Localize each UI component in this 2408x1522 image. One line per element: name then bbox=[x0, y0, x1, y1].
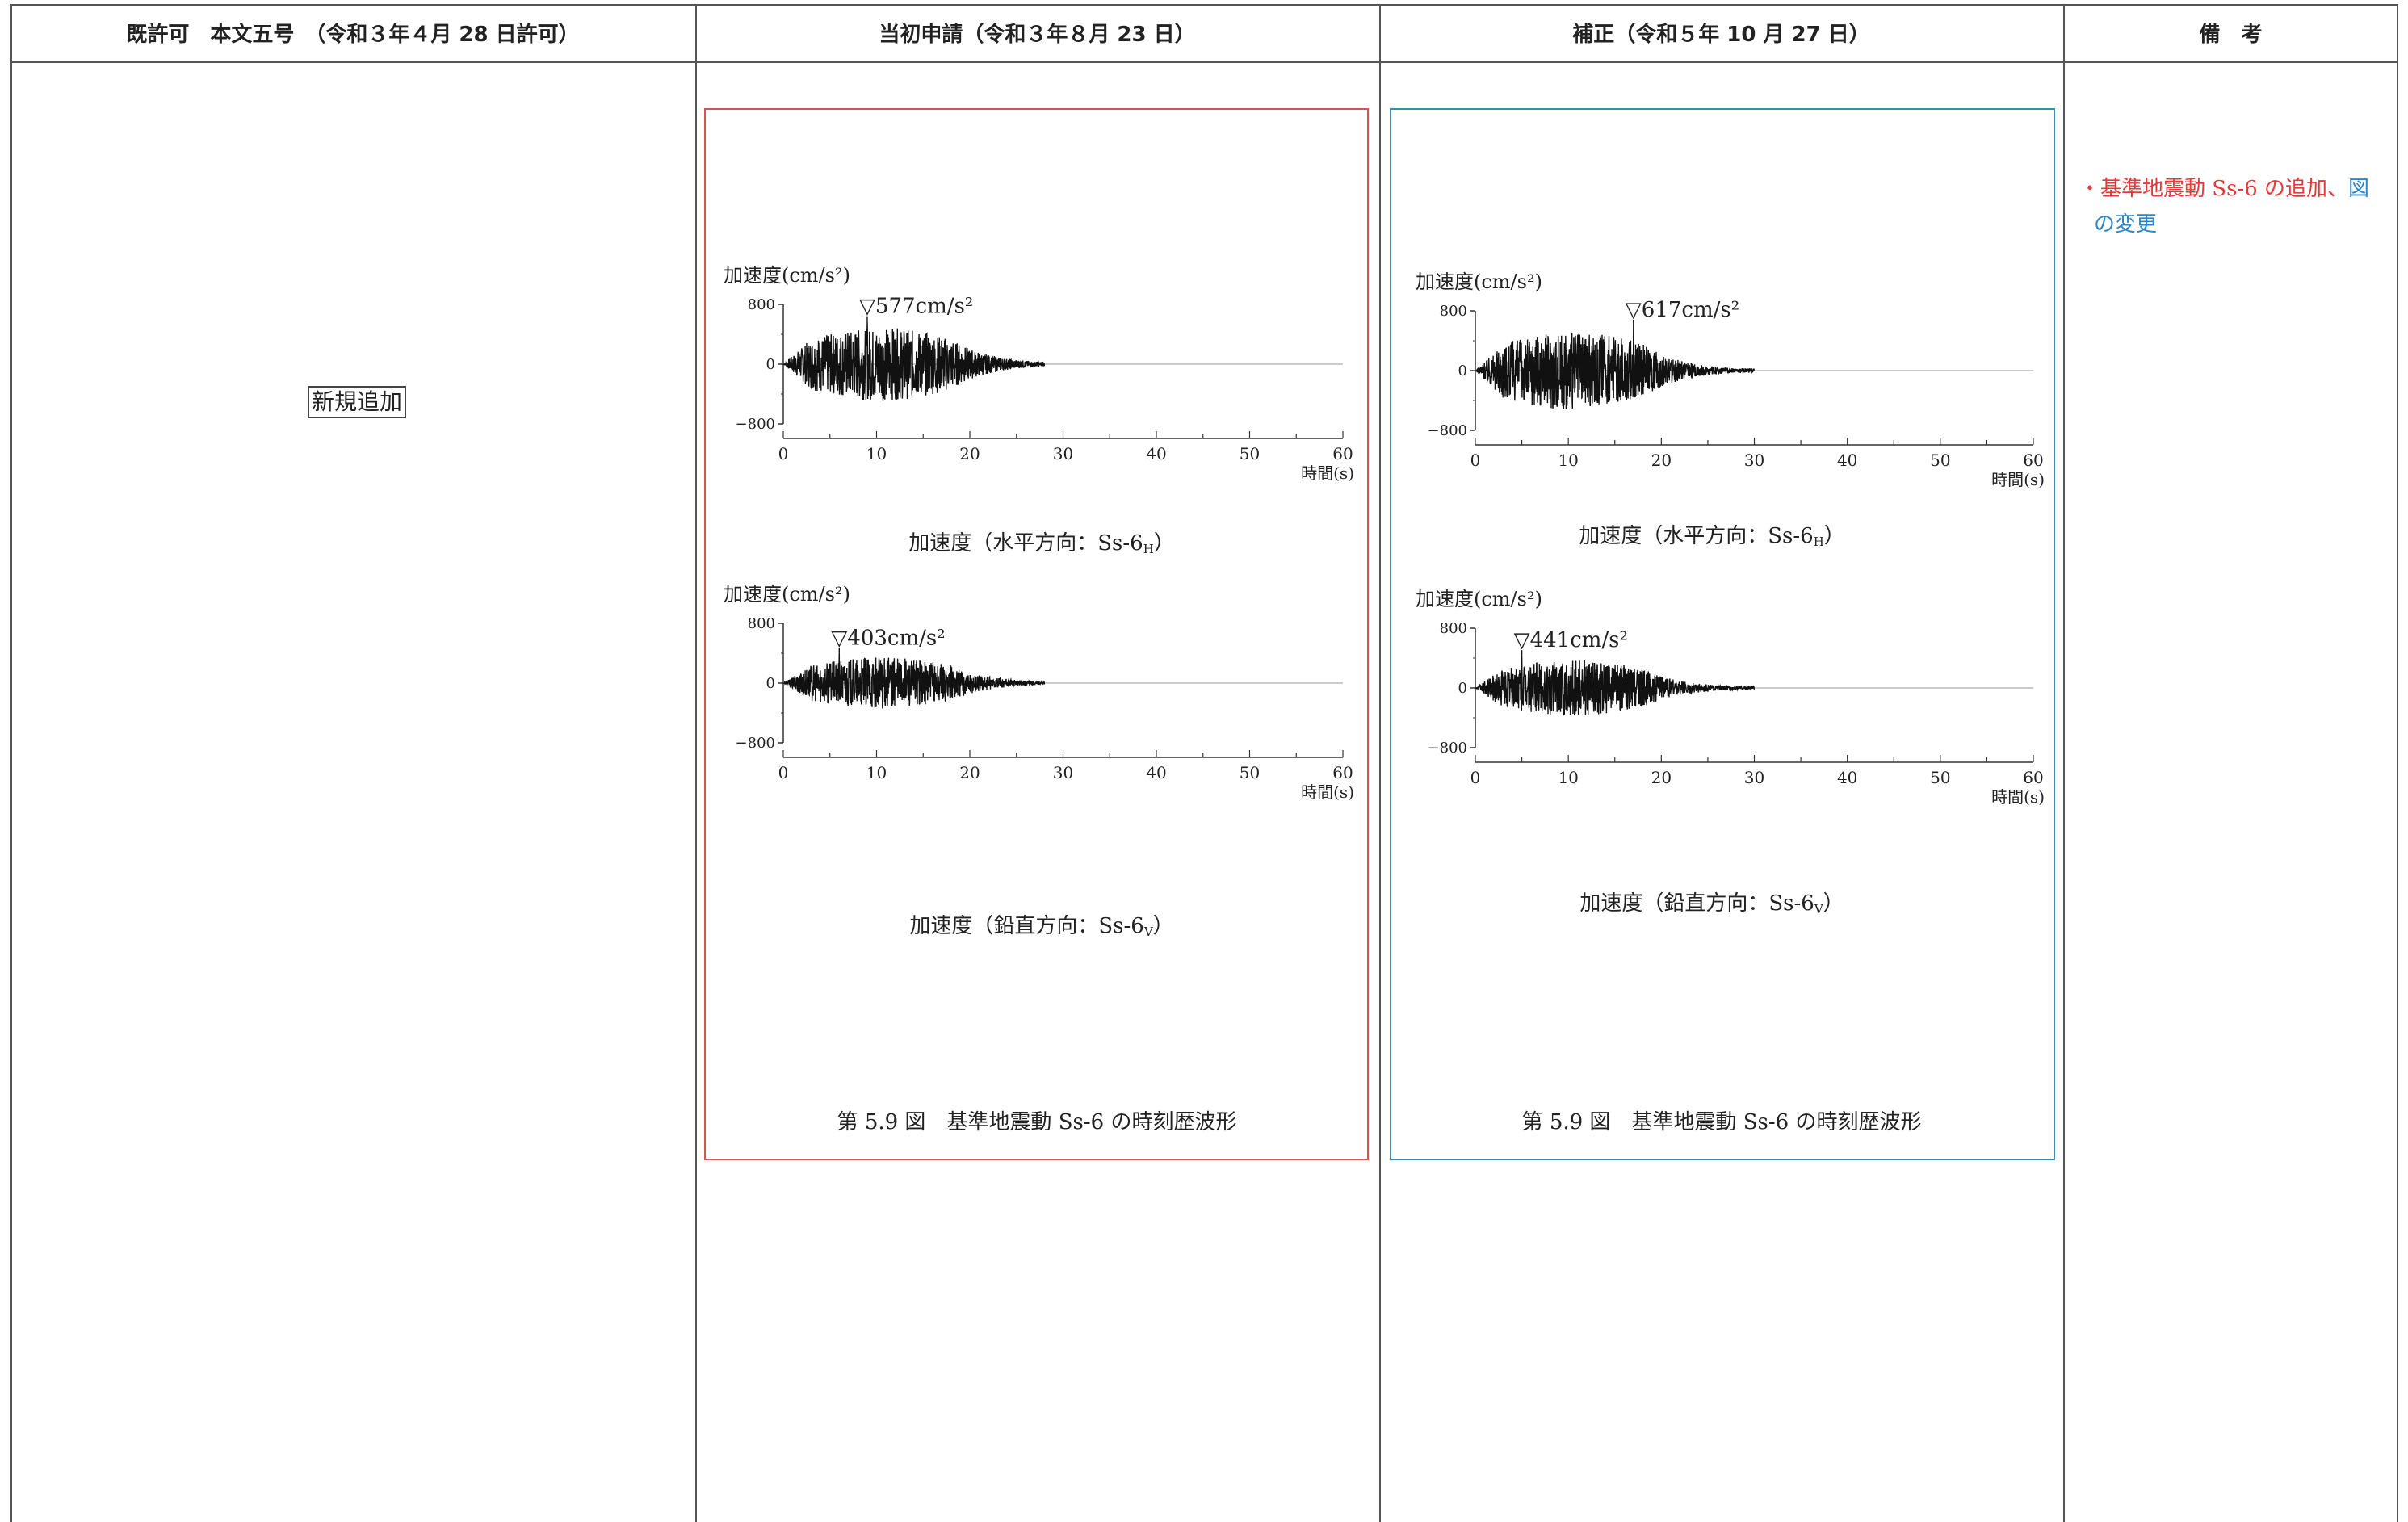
amended-vertical-caption-sub: V bbox=[1814, 902, 1823, 916]
initial-figure-panel bbox=[704, 108, 1369, 1160]
x-tick-label: 60 bbox=[2023, 768, 2043, 787]
amended-figure-panel bbox=[1390, 108, 2055, 1160]
y-tick-label: −800 bbox=[736, 416, 775, 433]
x-tick-label: 40 bbox=[1837, 768, 1857, 787]
y-tick-label: −800 bbox=[1428, 422, 1467, 439]
x-tick-label: 40 bbox=[1146, 444, 1166, 463]
remark-bullet: ・ bbox=[2079, 177, 2101, 201]
x-tick-label: 30 bbox=[1053, 763, 1073, 782]
amended-horizontal-caption-text: 加速度（水平方向：Ss-6 bbox=[1579, 524, 1814, 548]
x-tick-label: 10 bbox=[1558, 768, 1578, 787]
peak-label: ▽617cm/s² bbox=[1626, 298, 1739, 322]
y-tick-label: 0 bbox=[1458, 680, 1467, 697]
x-tick-label: 40 bbox=[1146, 763, 1166, 782]
header-remarks: 備 考 bbox=[2199, 23, 2263, 47]
x-tick-label: 0 bbox=[1470, 451, 1481, 470]
x-tick-label: 20 bbox=[1651, 768, 1672, 787]
initial-figure-title: 第 5.9 図 基準地震動 Ss-6 の時刻歴波形 bbox=[837, 1110, 1237, 1134]
x-tick-label: 50 bbox=[1930, 451, 1950, 470]
amended-vertical-caption-text: 加速度（鉛直方向：Ss-6 bbox=[1579, 891, 1814, 916]
column-divider-1 bbox=[695, 4, 697, 1522]
amended-vertical-caption-close: ） bbox=[1823, 891, 1844, 916]
amended-figure-title: 第 5.9 図 基準地震動 Ss-6 の時刻歴波形 bbox=[1521, 1110, 1922, 1134]
initial-vertical-caption-close: ） bbox=[1152, 914, 1174, 938]
x-tick-label: 60 bbox=[2023, 451, 2043, 470]
remarks-note: ・基準地震動 Ss-6 の追加、図の変更 bbox=[2079, 171, 2394, 242]
y-tick-label: 0 bbox=[766, 675, 775, 692]
column-divider-3 bbox=[2063, 4, 2065, 1522]
x-tick-label: 50 bbox=[1930, 768, 1950, 787]
y-tick-label: 800 bbox=[1440, 303, 1467, 320]
y-tick-label: 800 bbox=[748, 615, 775, 632]
x-tick-label: 10 bbox=[1558, 451, 1578, 470]
header-initial-application: 当初申請（令和３年８月 23 日） bbox=[879, 23, 1196, 47]
x-tick-label: 20 bbox=[959, 444, 980, 463]
peak-label: ▽577cm/s² bbox=[859, 295, 973, 319]
x-axis-label: 時間(s) bbox=[1301, 463, 1354, 483]
waveform-series bbox=[1475, 655, 1756, 716]
x-tick-label: 0 bbox=[778, 763, 789, 782]
y-tick-label: 0 bbox=[1458, 363, 1467, 379]
x-tick-label: 30 bbox=[1744, 451, 1764, 470]
x-tick-label: 20 bbox=[959, 763, 980, 782]
x-axis-label: 時間(s) bbox=[1991, 787, 2045, 807]
x-tick-label: 50 bbox=[1240, 444, 1260, 463]
y-axis-label: 加速度(cm/s²) bbox=[724, 583, 850, 606]
amended-vertical-caption: 加速度（鉛直方向：Ss-6V） bbox=[1579, 887, 1844, 916]
x-tick-label: 60 bbox=[1332, 763, 1353, 782]
y-axis-label: 加速度(cm/s²) bbox=[1416, 588, 1542, 610]
waveform-series bbox=[1475, 324, 1756, 410]
waveform-series bbox=[782, 321, 1046, 401]
initial-horizontal-caption: 加速度（水平方向：Ss-6H） bbox=[908, 526, 1175, 556]
new-addition-label: 新規追加 bbox=[308, 386, 407, 418]
x-tick-label: 10 bbox=[866, 444, 887, 463]
initial-horizontal-caption-text: 加速度（水平方向：Ss-6 bbox=[908, 531, 1143, 556]
amended-horizontal-caption-sub: H bbox=[1813, 535, 1824, 549]
y-tick-label: −800 bbox=[1428, 740, 1467, 757]
amended-horizontal-caption: 加速度（水平方向：Ss-6H） bbox=[1579, 519, 1845, 549]
x-axis-label: 時間(s) bbox=[1301, 782, 1354, 802]
initial-vertical-caption-text: 加速度（鉛直方向：Ss-6 bbox=[909, 914, 1144, 938]
x-tick-label: 30 bbox=[1744, 768, 1764, 787]
header-divider bbox=[10, 61, 2398, 63]
x-tick-label: 50 bbox=[1240, 763, 1260, 782]
peak-label: ▽403cm/s² bbox=[831, 627, 945, 651]
remark-red-text: 基準地震動 Ss-6 の追加、 bbox=[2100, 177, 2349, 201]
y-tick-label: −800 bbox=[736, 735, 775, 752]
comparison-table bbox=[10, 4, 2398, 1522]
remark-blue-text-1: 図 bbox=[2348, 177, 2370, 201]
y-tick-label: 800 bbox=[1440, 620, 1467, 637]
y-tick-label: 800 bbox=[748, 296, 775, 313]
x-tick-label: 40 bbox=[1837, 451, 1857, 470]
remark-blue-text-2: の変更 bbox=[2094, 212, 2158, 237]
y-axis-label: 加速度(cm/s²) bbox=[724, 264, 850, 287]
header-existing-permit: 既許可 本文五号 （令和３年４月 28 日許可） bbox=[126, 23, 580, 47]
x-tick-label: 20 bbox=[1651, 451, 1672, 470]
column-divider-2 bbox=[1379, 4, 1381, 1522]
initial-horizontal-caption-sub: H bbox=[1143, 542, 1154, 556]
y-axis-label: 加速度(cm/s²) bbox=[1416, 270, 1542, 293]
x-tick-label: 0 bbox=[778, 444, 789, 463]
x-tick-label: 10 bbox=[866, 763, 887, 782]
peak-label: ▽441cm/s² bbox=[1514, 628, 1628, 652]
x-axis-label: 時間(s) bbox=[1991, 470, 2045, 489]
waveform-series bbox=[782, 652, 1046, 709]
amended-horizontal-caption-close: ） bbox=[1823, 524, 1845, 548]
x-tick-label: 60 bbox=[1332, 444, 1353, 463]
x-tick-label: 0 bbox=[1470, 768, 1481, 787]
y-tick-label: 0 bbox=[766, 356, 775, 373]
header-amendment: 補正（令和５年 10 月 27 日） bbox=[1572, 23, 1870, 47]
x-tick-label: 30 bbox=[1053, 444, 1073, 463]
initial-vertical-caption-sub: V bbox=[1143, 925, 1153, 939]
initial-vertical-caption: 加速度（鉛直方向：Ss-6V） bbox=[909, 909, 1173, 939]
initial-horizontal-caption-close: ） bbox=[1153, 531, 1175, 556]
